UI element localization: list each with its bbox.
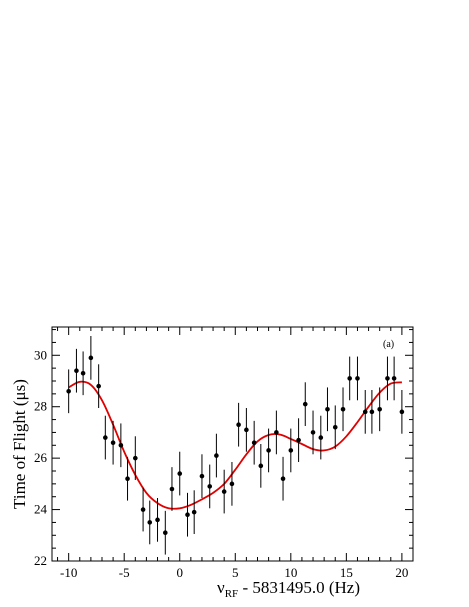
x-axis-symbol: ν [217,578,225,597]
data-point [191,509,197,515]
data-point [207,484,213,489]
data-point [96,383,101,389]
data-point [110,440,116,446]
data-point [288,448,294,453]
data-point [347,376,352,381]
data-point [385,376,390,381]
y-tick-label: 28 [34,399,47,414]
data-point [140,507,146,512]
data-point [258,463,264,469]
data-point [325,406,330,412]
data-point [362,409,368,415]
panel-label: (a) [383,339,394,350]
data-point [162,530,168,536]
data-point [74,368,79,374]
x-tick-label: 15 [340,565,353,580]
y-tick-label: 22 [34,553,47,568]
data-point [147,520,153,525]
data-point [88,355,94,361]
data-points-layer [66,336,405,555]
y-axis-title: Time of Flight (μs) [10,379,29,509]
data-point [355,376,360,381]
data-point [280,476,286,482]
data-point [251,440,257,446]
data-point [302,401,308,407]
x-tick-label: -5 [119,565,130,580]
data-point [332,424,338,430]
y-tick-label: 24 [34,502,48,517]
data-point [377,406,382,412]
data-point [244,427,249,433]
data-point [133,455,138,461]
y-tick-label: 26 [34,450,48,465]
data-point [103,435,108,440]
x-axis-title: νRF - 5831495.0 (Hz) [217,578,360,600]
data-point [266,448,271,453]
data-point [236,422,241,428]
data-point [214,453,219,458]
data-point [80,370,86,376]
y-tick-label: 30 [34,347,47,362]
plot-frame [51,326,414,562]
data-point [155,517,160,523]
data-point [199,473,205,479]
x-tick-label: -10 [60,565,77,580]
data-point [221,489,227,494]
data-point [118,442,124,448]
x-axis-rest: - 5831495.0 (Hz) [238,578,360,597]
data-point [125,476,130,482]
data-point [274,430,279,435]
data-point [185,512,190,518]
fit-curve [68,380,402,510]
data-point [340,406,346,412]
x-axis-subscript: RF [225,588,238,600]
data-point [399,409,405,415]
data-point [229,481,235,487]
axis-ticks: -10 -5 0 5 10 15 20 22 24 26 28 30 [34,327,414,580]
data-point [177,471,183,476]
data-point [318,435,324,440]
data-point [391,376,397,381]
x-tick-label: 5 [232,565,239,580]
data-point [296,437,301,443]
data-point [369,409,375,415]
data-point [66,388,71,394]
fit-curve-layer [68,380,402,510]
x-tick-label: 10 [284,565,297,580]
x-tick-label: 0 [176,565,183,580]
data-point [169,486,175,492]
data-point [310,430,316,435]
x-tick-label: 20 [395,565,408,580]
